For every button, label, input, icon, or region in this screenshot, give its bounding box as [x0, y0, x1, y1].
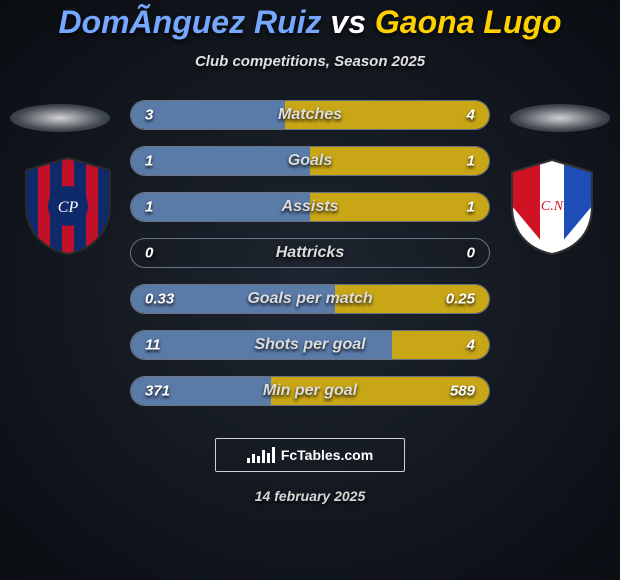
stats-container: CP C.N Matches34Goals11Assists11Hattrick… — [0, 100, 620, 422]
vs-separator: vs — [322, 4, 375, 40]
attribution-text: FcTables.com — [281, 447, 373, 463]
stat-label: Goals per match — [247, 290, 372, 308]
stat-fill-right — [310, 147, 489, 175]
stat-value-right: 4 — [467, 107, 475, 124]
stat-value-left: 3 — [145, 107, 153, 124]
stat-row: Matches 3 4 — [130, 100, 490, 130]
stat-value-right: 589 — [450, 383, 475, 400]
stat-value-left: 1 — [145, 153, 153, 170]
comparison-title: DomÃ­nguez Ruiz vs Gaona Lugo — [58, 4, 561, 41]
stat-label: Shots per goal — [254, 336, 365, 354]
stat-row: Assists 1 1 — [130, 192, 490, 222]
stat-row: Shots per goal 11 4 — [130, 330, 490, 360]
stat-fill-left — [131, 101, 285, 129]
stat-value-right: 0.25 — [446, 291, 475, 308]
stat-row: Min per goal 371 589 — [130, 376, 490, 406]
stat-value-right: 0 — [467, 245, 475, 262]
stat-value-left: 1 — [145, 199, 153, 216]
stat-value-left: 371 — [145, 383, 170, 400]
stat-value-right: 1 — [467, 153, 475, 170]
stat-value-left: 11 — [145, 337, 161, 354]
club-shield-right: C.N — [502, 156, 602, 256]
stat-row: Goals 1 1 — [130, 146, 490, 176]
stat-label: Min per goal — [263, 382, 357, 400]
stat-label: Matches — [278, 106, 342, 124]
svg-text:C.N: C.N — [541, 199, 564, 214]
player2-name: Gaona Lugo — [375, 4, 562, 40]
stat-label: Assists — [282, 198, 339, 216]
stat-value-left: 0.33 — [145, 291, 174, 308]
svg-text:CP: CP — [58, 199, 79, 216]
stat-value-left: 0 — [145, 245, 153, 262]
shadow-plate-left — [10, 104, 110, 132]
attribution-badge: FcTables.com — [215, 438, 405, 472]
stat-row: Hattricks 0 0 — [130, 238, 490, 268]
attribution-bars-icon — [247, 447, 275, 463]
season-subtitle: Club competitions, Season 2025 — [195, 53, 425, 70]
stat-value-right: 4 — [467, 337, 475, 354]
snapshot-date: 14 february 2025 — [255, 488, 366, 504]
player1-name: DomÃ­nguez Ruiz — [58, 4, 321, 40]
stat-row: Goals per match 0.33 0.25 — [130, 284, 490, 314]
stat-label: Hattricks — [276, 244, 344, 262]
stat-fill-left — [131, 147, 310, 175]
stat-value-right: 1 — [467, 199, 475, 216]
stat-label: Goals — [288, 152, 332, 170]
club-shield-left: CP — [18, 156, 118, 256]
shadow-plate-right — [510, 104, 610, 132]
